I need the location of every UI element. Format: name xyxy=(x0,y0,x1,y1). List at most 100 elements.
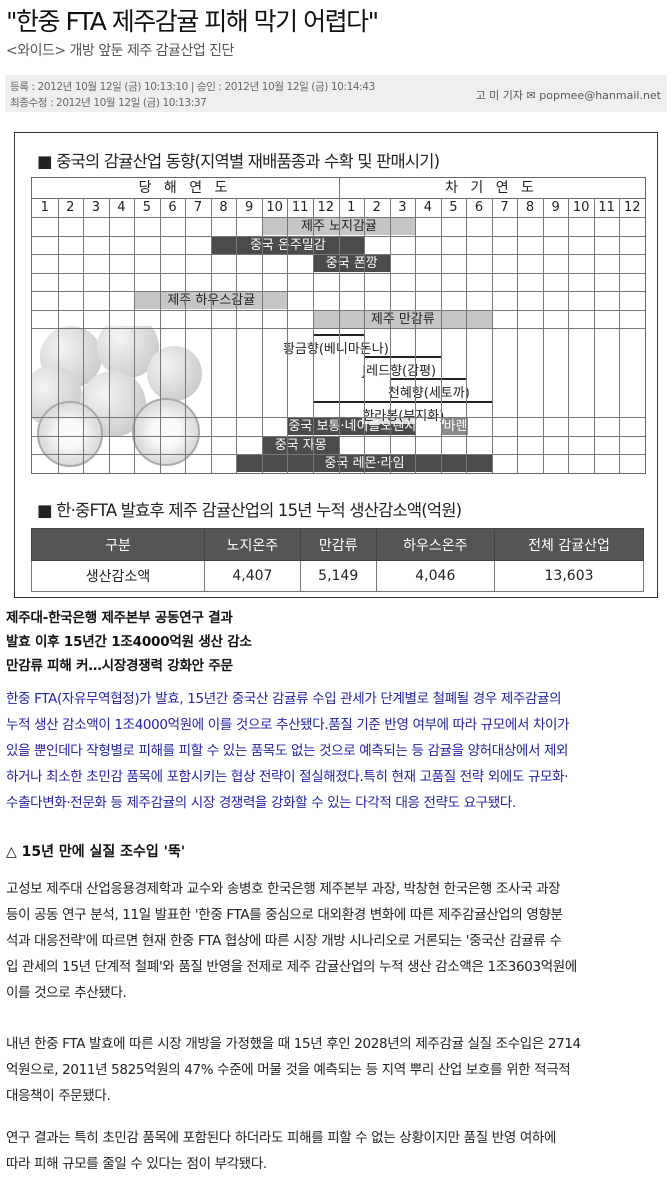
season-line-label: 천혜향(세토까) xyxy=(387,382,470,401)
grid-line xyxy=(389,198,391,473)
table-cell: 5,149 xyxy=(299,560,377,592)
table-title: ■ 한·중FTA 발효후 제주 감귤산업의 15년 누적 생산감소액(억원) xyxy=(37,501,462,520)
section-heading: △ 15년 만에 실질 조수입 '뚝' xyxy=(6,844,186,860)
month-label: 10 xyxy=(572,200,590,215)
grid-line xyxy=(32,254,645,255)
grid-line xyxy=(32,291,645,292)
grid-line xyxy=(287,198,289,473)
table-header: 노지온주 xyxy=(204,528,301,561)
grid-line xyxy=(32,417,645,418)
grid-line xyxy=(185,198,187,473)
body-paragraph: 연구 결과는 특히 초민감 품목에 포함된다 하더라도 피해를 피할 수 없는 … xyxy=(6,1125,668,1177)
grid-line xyxy=(236,198,238,473)
text-line: 입 관세의 15년 단계적 철폐'와 품질 반영을 전제로 제주 감귤산업의 누… xyxy=(6,959,577,975)
grid-line xyxy=(542,198,544,473)
grid-line xyxy=(415,198,417,473)
month-label: 1 xyxy=(40,200,49,215)
grid-line xyxy=(261,198,263,473)
season-chart: 당 해 연 도 차 기 연 도 1 2 3 4 5 6 7 8 9 10 11 12 1 2 3 4 5 6 7 8 9… xyxy=(31,177,646,474)
month-label: 6 xyxy=(474,200,484,215)
text-line: 등이 공동 연구 분석, 11일 발표한 '한중 FTA를 중심으로 대외환경 … xyxy=(6,907,563,923)
season-line xyxy=(312,334,365,336)
modified-date: 최종수정 : 2012년 10월 12일 (금) 10:13:37 xyxy=(10,97,207,109)
table-header: 만감류 xyxy=(299,528,377,561)
text-line: 수출다변화·전문화 등 제주감귤의 시장 경쟁력을 강화할 수 있는 다각적 대… xyxy=(6,795,516,811)
grid-line xyxy=(593,198,595,473)
text-line: 대응책이 주문됐다. xyxy=(6,1088,111,1104)
lead-line: 만감류 피해 커…시장경쟁력 강화안 주문 xyxy=(6,658,233,674)
month-label: 4 xyxy=(117,200,126,215)
reporter-byline[interactable]: 고 미 기자 ✉ popmee@hanmail.net xyxy=(475,89,661,102)
season-line-label: 한라봉(부지화) xyxy=(362,405,445,424)
season-bar: 제주 만감류 xyxy=(313,310,492,328)
season-line xyxy=(389,378,467,380)
table-header-row: 구분 노지온주 만감류 하우스온주 전체 감귤산업 xyxy=(31,528,644,561)
table-cell: 4,046 xyxy=(375,560,496,592)
text-line: 누적 생산 감소액이 1조4000억원에 이를 것으로 추산됐다.품질 기준 반… xyxy=(6,717,570,733)
chart-title: ■ 중국의 감귤산업 동향(지역별 재배품종과 수확 및 판매시기) xyxy=(37,152,440,171)
text-line: 내년 한중 FTA 발효에 따른 시장 개방을 가정했을 때 15년 후인 20… xyxy=(6,1036,581,1052)
grid-line xyxy=(32,272,645,274)
reduction-table: 구분 노지온주 만감류 하우스온주 전체 감귤산업 생산감소액 4,407 5,… xyxy=(31,528,644,592)
article-title: "한중 FTA 제주감귤 피해 막기 어렵다" xyxy=(6,7,379,36)
text-line: 연구 결과는 특히 초민감 품목에 포함된다 하더라도 피해를 피할 수 없는 … xyxy=(6,1130,557,1146)
grid-line xyxy=(32,217,645,218)
season-line xyxy=(364,356,441,358)
intro-paragraph: 한중 FTA(자유무역협정)가 발효, 15년간 중국산 감귤류 수입 관세가 … xyxy=(6,686,668,816)
text-line: 이를 것으로 추산됐다. xyxy=(6,985,127,1001)
month-label: 6 xyxy=(168,200,177,215)
text-line: 있을 뿐인데다 작형별로 피해를 피할 수 있는 품목도 없는 것으로 예측되는… xyxy=(6,743,569,759)
lead-line: 발효 이후 15년간 1조4000억원 생산 감소 xyxy=(6,634,252,650)
table-cell: 4,407 xyxy=(204,560,301,592)
current-year-header: 당 해 연 도 xyxy=(32,178,338,199)
text-line: 하거나 최소한 초민감 품목에 포함시키는 협상 전략이 절실해졌다.특히 현재… xyxy=(6,769,569,785)
text-line: 석과 대응전략'에 따르면 현재 한중 FTA 협상에 따른 시장 개방 시나리… xyxy=(6,933,562,949)
text-line: 따라 피해 규모를 줄일 수 있다는 점이 부각됐다. xyxy=(6,1156,267,1172)
month-label: 5 xyxy=(449,200,458,215)
grid-line xyxy=(159,198,161,473)
table-cell: 13,603 xyxy=(494,560,644,592)
month-label: 10 xyxy=(266,200,283,215)
grid-line xyxy=(364,198,366,473)
grid-line xyxy=(57,198,59,473)
grid-line xyxy=(32,309,645,311)
season-bar: 중국 자몽 xyxy=(262,436,339,454)
text-line: 한중 FTA(자유무역협정)가 발효, 15년간 중국산 감귤류 수입 관세가 … xyxy=(6,691,562,707)
table-cell: 생산감소액 xyxy=(31,560,205,592)
grid-line xyxy=(134,198,136,473)
month-label: 3 xyxy=(398,200,407,215)
body-paragraph: 내년 한중 FTA 발효에 따른 시장 개방을 가정했을 때 15년 후인 20… xyxy=(6,1031,668,1109)
season-bar: 바렌시아 오렌지 xyxy=(441,418,532,435)
month-label: 11 xyxy=(598,200,615,215)
season-line xyxy=(312,401,492,403)
month-label: 9 xyxy=(244,200,254,215)
table-header: 전체 감귤산업 xyxy=(494,528,644,561)
grid-line xyxy=(32,328,645,329)
text-line: 고성보 제주대 산업응용경제학과 교수와 송병호 한국은행 제주본부 과장, 박… xyxy=(6,881,561,897)
grid-line xyxy=(491,198,493,473)
month-label: 12 xyxy=(623,200,641,215)
grid-line xyxy=(466,198,468,473)
article-subtitle: <와이드> 개방 앞둔 제주 감귤산업 진단 xyxy=(6,43,234,59)
grid-line xyxy=(568,198,570,473)
next-year-header: 차 기 연 도 xyxy=(338,178,645,199)
registered-date: 등록 : 2012년 10월 12일 (금) 10:13:10 | 승인 : 2… xyxy=(10,81,375,93)
grid-line xyxy=(32,435,645,437)
grid-line xyxy=(32,454,645,455)
month-label: 12 xyxy=(317,200,334,215)
body-paragraph: 고성보 제주대 산업응용경제학과 교수와 송병호 한국은행 제주본부 과장, 박… xyxy=(6,876,668,1006)
table-header: 구분 xyxy=(31,528,205,561)
grid-line xyxy=(83,198,85,473)
month-label: 11 xyxy=(291,200,309,215)
season-line-label: J레드향(감평) xyxy=(362,360,437,379)
tangerine-photo xyxy=(32,326,212,472)
month-label: 8 xyxy=(219,200,228,215)
article-meta-bar: 등록 : 2012년 10월 12일 (금) 10:13:10 | 승인 : 2… xyxy=(5,75,667,112)
grid-line xyxy=(312,198,314,473)
season-bar: 중국 폰깡 xyxy=(313,255,390,272)
month-label: 2 xyxy=(372,200,381,215)
article-figure: ■ 중국의 감귤산업 동향(지역별 재배품종과 수확 및 판매시기) 당 해 연… xyxy=(14,132,658,598)
table-row: 생산감소액 4,407 5,149 4,046 13,603 xyxy=(31,560,644,592)
text-line: 억원으로, 2011년 5825억원의 47% 수준에 머물 것을 예측되는 등… xyxy=(6,1062,571,1078)
grid-line xyxy=(32,235,645,237)
